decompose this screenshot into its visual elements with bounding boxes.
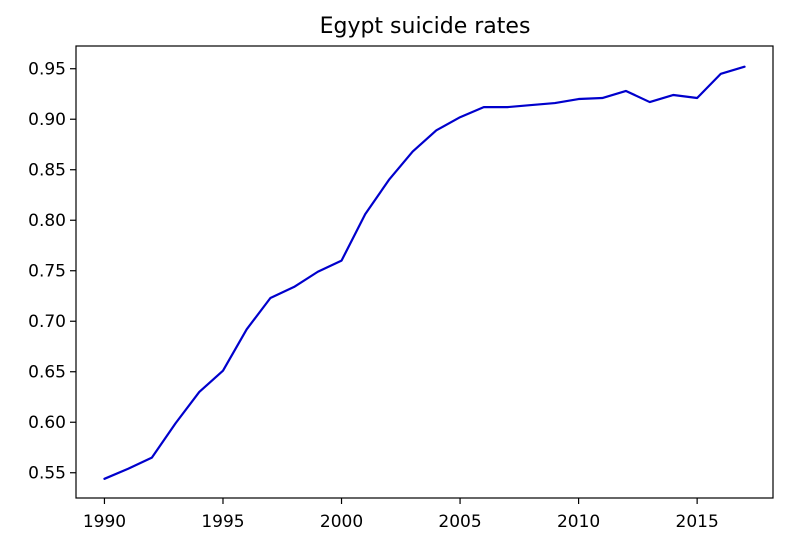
plot-frame [75, 45, 774, 499]
x-axis: 1990 1995 2000 2005 2010 2015 [83, 498, 719, 532]
y-tick-label: 0.55 [28, 464, 66, 484]
chart-title: Egypt suicide rates [320, 14, 531, 39]
y-tick-label: 0.95 [28, 60, 66, 80]
x-tick-label: 2005 [438, 512, 481, 532]
y-tick-label: 0.75 [28, 262, 66, 282]
y-tick-label: 0.80 [28, 211, 66, 231]
x-tick-label: 1990 [83, 512, 126, 532]
y-tick-label: 0.65 [28, 363, 66, 383]
x-tick-label: 2010 [557, 512, 600, 532]
series-line [103, 65, 746, 480]
x-tick-label: 1995 [201, 512, 244, 532]
plot-area [75, 45, 774, 499]
y-tick-label: 0.70 [28, 312, 66, 332]
y-tick-label: 0.90 [28, 110, 66, 130]
y-tick-label: 0.85 [28, 161, 66, 181]
x-tick-label: 2015 [676, 512, 719, 532]
y-axis: 0.55 0.60 0.65 0.70 0.75 0.80 0.85 0.90 0.95 [28, 60, 76, 484]
x-tick-label: 2000 [320, 512, 363, 532]
y-tick-label: 0.60 [28, 413, 66, 433]
